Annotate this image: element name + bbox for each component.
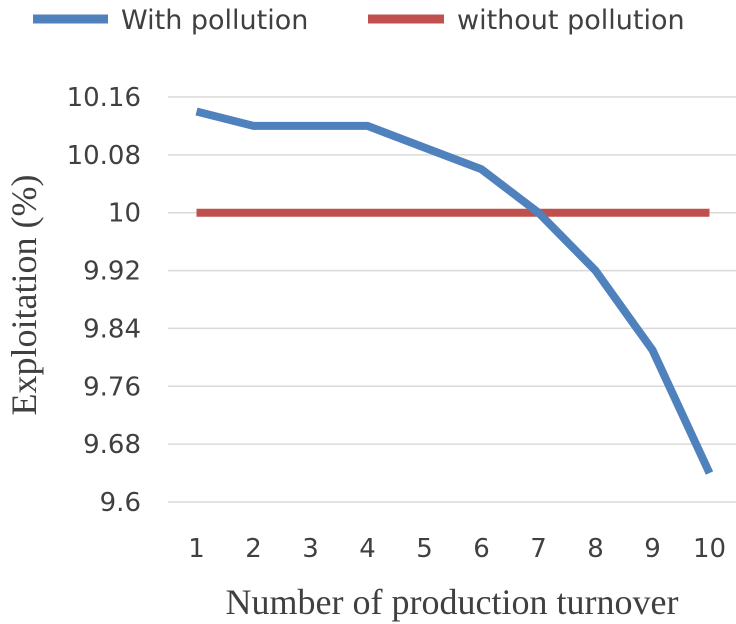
x-tick-label: 6	[473, 534, 490, 564]
x-tick-label: 1	[188, 534, 205, 564]
x-tick-label: 4	[359, 534, 376, 564]
y-tick-label: 9.84	[83, 314, 141, 344]
x-tick-label: 9	[644, 534, 661, 564]
legend-label-without-pollution: without pollution	[457, 5, 685, 36]
y-tick-label: 10.16	[67, 83, 141, 113]
x-axis-ticks: 1 2 3 4 5 6 7 8 9 10	[188, 534, 726, 564]
y-tick-label: 9.6	[100, 488, 141, 518]
y-tick-label: 10.08	[67, 141, 141, 171]
y-axis-title: Exploitation (%)	[4, 175, 44, 416]
y-tick-label: 9.68	[83, 430, 141, 460]
legend: With pollution without pollution	[33, 5, 685, 36]
y-tick-label: 9.76	[83, 372, 141, 402]
x-tick-label: 10	[693, 534, 726, 564]
legend-label-with-pollution: With pollution	[121, 5, 308, 36]
series-line-with-pollution	[195, 107, 714, 475]
x-tick-label: 5	[416, 534, 433, 564]
x-tick-label: 2	[245, 534, 262, 564]
x-tick-label: 7	[530, 534, 547, 564]
y-tick-label: 10	[108, 199, 141, 229]
x-tick-label: 8	[587, 534, 604, 564]
series-lines	[195, 107, 714, 475]
y-axis-ticks: 9.6 9.68 9.76 9.84 9.92 10 10.08 10.16	[67, 83, 141, 518]
x-axis-title: Number of production turnover	[226, 582, 679, 622]
x-tick-label: 3	[302, 534, 319, 564]
y-tick-label: 9.92	[83, 257, 141, 287]
